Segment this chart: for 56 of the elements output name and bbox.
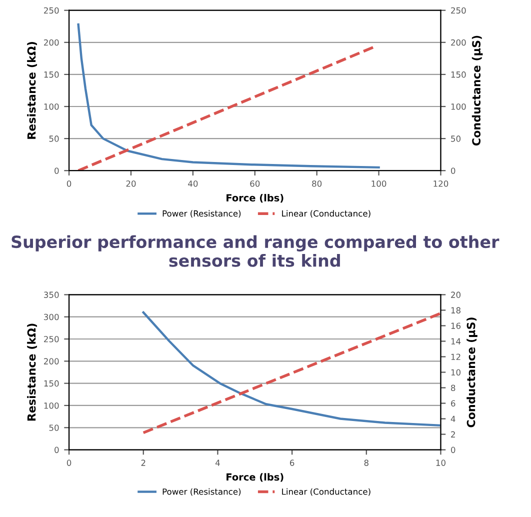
y2-tick-label: 250: [451, 7, 466, 14]
x-tick-label: 2: [141, 460, 146, 466]
y-tick-label: 200: [44, 358, 59, 364]
y-tick-label: 100: [44, 103, 59, 110]
y-axis-title: Resistance (kΩ): [27, 324, 37, 421]
y-tick-label: 0: [54, 446, 59, 454]
y2-tick-label: 14: [451, 338, 461, 344]
y2-tick-label: 10: [451, 369, 461, 376]
x-tick-label: 0: [66, 460, 72, 466]
x-tick-label: 120: [434, 180, 448, 187]
x-tick-label: 10: [436, 460, 446, 466]
legend-label: Power (Resistance): [162, 488, 241, 496]
chart-title: Superior performance and range compared to other sensors of its kind: [12, 235, 500, 267]
legend-label: Linear (Conductance): [282, 488, 370, 496]
y2-tick-label: 0: [451, 168, 456, 174]
x-tick-label: 20: [126, 180, 136, 187]
y-tick-label: 0: [54, 168, 59, 174]
y-tick-label: 200: [44, 39, 59, 46]
y2-tick-label: 2: [451, 431, 455, 438]
x-tick-label: 6: [290, 460, 294, 466]
line-series: [77, 23, 380, 169]
y-tick-label: 150: [44, 71, 59, 78]
x-tick-label: 4: [215, 460, 220, 466]
legend-label: Linear (Conductance): [282, 210, 370, 218]
y-axis-title: Resistance (kΩ): [27, 42, 37, 139]
x-tick-label: 100: [372, 180, 386, 187]
x-axis-title: Force (lbs): [226, 473, 284, 482]
y-tick-label: 250: [44, 7, 59, 14]
y2-tick-label: 150: [451, 71, 466, 78]
y-tick-label: 150: [44, 380, 59, 387]
x-axis-title: Force (lbs): [226, 194, 284, 203]
x-tick-label: 8: [364, 460, 368, 466]
y2-tick-label: 4: [450, 416, 456, 422]
legend-label: Power (Resistance): [162, 210, 241, 218]
x-tick-label: 40: [188, 180, 198, 187]
y2-tick-label: 18: [451, 307, 460, 314]
y2-axis-title: Conductance (µS): [466, 318, 478, 428]
y-tick-label: 300: [44, 314, 59, 320]
y2-tick-label: 50: [451, 136, 461, 142]
y2-tick-label: 200: [451, 39, 466, 46]
y2-tick-label: 0: [451, 446, 456, 454]
y-tick-label: 350: [44, 292, 59, 298]
x-tick-label: 0: [66, 180, 72, 187]
y2-axis-title: Conductance (µS): [472, 36, 483, 146]
y2-tick-label: 8: [451, 384, 456, 392]
x-tick-label: 60: [250, 180, 260, 187]
y2-tick-label: 20: [451, 292, 461, 298]
y2-tick-label: 100: [451, 103, 466, 110]
x-tick-label: 80: [312, 180, 322, 187]
y2-tick-label: 6: [451, 400, 456, 407]
y-tick-label: 100: [44, 402, 59, 409]
y2-tick-label: 16: [451, 322, 461, 329]
y-tick-label: 50: [49, 424, 59, 431]
y-tick-label: 250: [44, 336, 59, 342]
y2-tick-label: 12: [451, 354, 460, 360]
y-tick-label: 50: [49, 136, 59, 142]
